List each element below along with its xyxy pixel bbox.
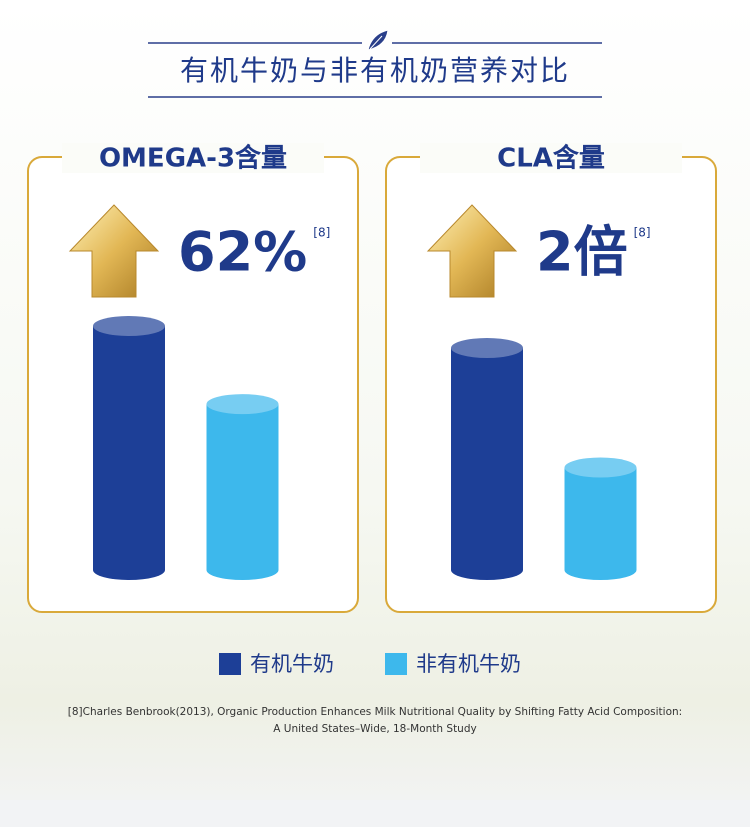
leaf-icon: [367, 29, 389, 51]
bar-top: [93, 316, 165, 336]
bar-body: [451, 347, 523, 570]
footer-strip: [0, 800, 750, 827]
bar-body: [93, 326, 165, 570]
up-arrow: [68, 204, 160, 298]
citation: [8]: [634, 226, 651, 240]
bar-top: [451, 337, 523, 358]
bar-top: [206, 394, 279, 415]
cylinder-bar: [206, 394, 279, 580]
panel-title: OMEGA-3含量: [99, 143, 287, 174]
panel-title: CLA含量: [497, 143, 605, 174]
panel-title-bg: [420, 143, 682, 173]
legend-swatch: [219, 653, 241, 675]
bar-body: [564, 467, 637, 570]
cylinder-bar: [451, 337, 523, 580]
highlight-value: 2倍: [536, 221, 628, 284]
cylinder-bar: [564, 457, 637, 580]
citation: [8]: [313, 226, 330, 240]
highlight-value: 62%: [178, 221, 307, 284]
bar-top: [564, 457, 637, 478]
title: 有机牛奶与非有机奶营养对比: [180, 54, 570, 87]
legend-label: 非有机牛奶: [416, 652, 521, 676]
up-arrow: [426, 204, 518, 298]
legend-swatch: [385, 653, 407, 675]
footnote: A United States–Wide, 18-Month Study: [273, 723, 476, 735]
footnote: [8]Charles Benbrook(2013), Organic Produ…: [68, 706, 682, 718]
legend-label: 有机牛奶: [250, 652, 334, 676]
bar-body: [206, 404, 279, 570]
cylinder-bar: [93, 316, 165, 580]
panel-title-bg: [62, 143, 324, 173]
